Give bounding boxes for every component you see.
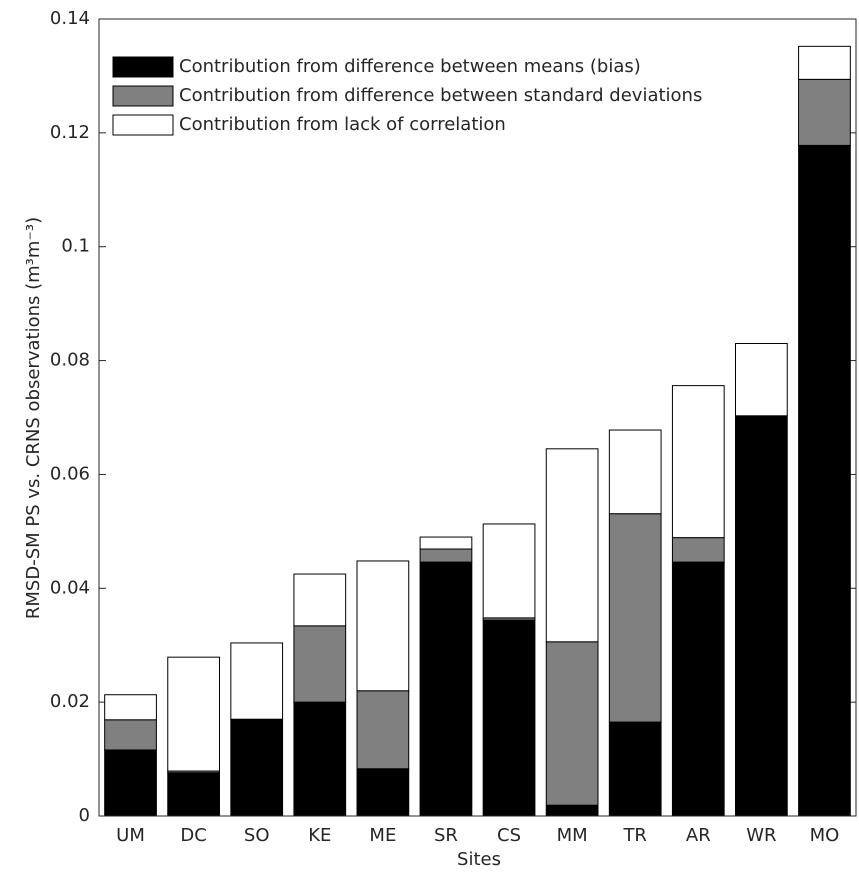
bar-segment — [104, 749, 157, 817]
bar-segment — [545, 804, 599, 817]
x-axis-label: Sites — [457, 849, 501, 870]
bar-segment — [671, 385, 725, 539]
x-tick-label: AR — [686, 825, 711, 846]
bar-segment — [545, 641, 599, 806]
y-tick-label: 0.12 — [50, 122, 90, 143]
legend-label: Contribution from lack of correlation — [179, 114, 506, 135]
x-tick-label: DC — [180, 825, 206, 846]
bar-segment — [482, 523, 536, 619]
x-tick-label: SR — [434, 825, 458, 846]
bar-segment — [482, 619, 536, 817]
bar-segment — [293, 701, 347, 817]
x-tick-label: MO — [810, 825, 840, 846]
bar-segment — [293, 625, 347, 703]
y-tick-label: 0 — [79, 805, 90, 826]
bar-segment — [798, 45, 851, 80]
bar-segment — [735, 415, 788, 817]
bar-segment — [104, 694, 157, 721]
bar-segment — [735, 342, 788, 417]
bar-segment — [608, 721, 662, 817]
bar-segment — [167, 656, 220, 772]
x-tick-label: WR — [746, 825, 776, 846]
bar-segment — [545, 448, 599, 643]
bar-segment — [419, 548, 473, 563]
legend-swatch — [112, 114, 174, 136]
bar-segment — [230, 642, 284, 720]
bar-segment — [104, 719, 157, 751]
legend-swatch — [112, 56, 174, 78]
bar-segment — [798, 144, 851, 817]
bar-segment — [230, 718, 284, 817]
x-tick-label: SO — [244, 825, 270, 846]
y-tick-label: 0.14 — [50, 8, 90, 29]
x-tick-label: KE — [308, 825, 331, 846]
bar-segment — [671, 537, 725, 563]
bar-segment — [671, 561, 725, 817]
x-tick-label: ME — [369, 825, 396, 846]
y-axis-label: RMSD-SM PS vs. CRNS observations (m³m⁻³) — [23, 217, 44, 619]
bar-segment — [167, 772, 220, 817]
y-tick-label: 0.04 — [50, 577, 90, 598]
y-tick-label: 0.02 — [50, 691, 90, 712]
bar-segment — [608, 513, 662, 723]
bar-segment — [293, 573, 347, 627]
bar-segment — [608, 429, 662, 515]
bar-segment — [798, 78, 851, 146]
x-tick-label: CS — [497, 825, 521, 846]
legend-swatch — [112, 85, 174, 107]
bar-segment — [356, 690, 410, 770]
x-tick-label: TR — [622, 825, 647, 846]
legend-label: Contribution from difference between sta… — [179, 85, 702, 106]
y-tick-label: 0.08 — [50, 350, 90, 371]
x-tick-label: UM — [116, 825, 145, 846]
y-tick-label: 0.1 — [61, 236, 90, 257]
x-tick-label: MM — [557, 825, 588, 846]
bar-segment — [356, 560, 410, 692]
axes-box — [98, 18, 857, 817]
bar-segment — [419, 561, 473, 817]
y-tick-label: 0.06 — [50, 463, 90, 484]
bar-segment — [356, 768, 410, 817]
legend-label: Contribution from difference between mea… — [179, 56, 641, 77]
bar-segment — [419, 536, 473, 550]
